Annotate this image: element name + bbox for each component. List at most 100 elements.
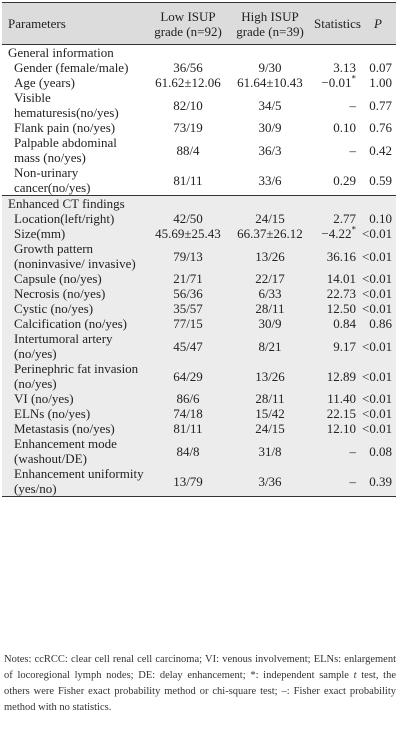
row-p-value: 0.42	[369, 142, 392, 158]
statistic-value: −0.01	[321, 75, 352, 90]
table-row: VI (no/yes) 86/6 28/11 11.40 <0.01	[2, 391, 396, 406]
section-title-row: Enhanced CT findings	[2, 195, 396, 211]
statistic-value: 0.84	[333, 316, 356, 331]
statistic-value: 36.16	[326, 248, 356, 264]
row-parameter: VI (no/yes)	[14, 391, 74, 406]
row-parameter: Enhancement mode (washout/DE)	[14, 436, 117, 466]
row-p-value: <0.01	[362, 421, 393, 436]
row-p-value: 0.86	[369, 316, 392, 331]
row-parameter: Metastasis (no/yes)	[14, 421, 115, 436]
statistic-value: 22.15	[326, 406, 356, 421]
row-statistic: 22.15	[312, 406, 360, 421]
row-parameter: Necrosis (no/yes)	[14, 286, 106, 301]
row-parameter: Cystic (no/yes)	[14, 301, 94, 316]
row-high-isup: 13/26	[255, 368, 285, 384]
row-p-value: <0.01	[362, 286, 393, 301]
row-statistic: –	[312, 466, 360, 497]
row-parameter: Capsule (no/yes)	[14, 271, 102, 286]
statistic-value: 12.89	[326, 368, 356, 384]
statistic-value: –	[349, 142, 357, 158]
row-high-isup: 3/36	[228, 466, 312, 497]
table-row: Gender (female/male) 36/56 9/30 3.13 0.07	[2, 60, 396, 75]
row-low-isup: 73/19	[173, 120, 203, 135]
row-high-isup: 13/26	[255, 248, 285, 264]
row-low-isup: 42/50	[173, 211, 203, 226]
row-low-isup: 45/47	[173, 338, 203, 354]
table-row: ELNs (no/yes) 74/18 15/42 22.15 <0.01	[2, 406, 396, 421]
row-high-isup: 34/5	[258, 97, 282, 113]
row-statistic: 2.77	[312, 211, 360, 226]
statistic-value: −4.22	[321, 226, 352, 241]
row-p-value: <0.01	[362, 301, 393, 316]
table-header: Parameters Low ISUP grade (n=92) High ISU…	[2, 2, 396, 45]
table-row: Enhancement mode (washout/DE) 84/8 31/8 –0.…	[2, 436, 396, 466]
table-row: Visible hematuresis(no/yes) 82/10 34/5 –0.7…	[2, 90, 396, 120]
table-row: Necrosis (no/yes) 56/36 6/33 22.73 <0.01	[2, 286, 396, 301]
row-parameter: Perinephric fat invasion (no/yes)	[14, 361, 139, 391]
row-p-value: 0.10	[369, 211, 392, 226]
row-parameter: ELNs (no/yes)	[14, 406, 91, 421]
row-high-isup: 30/9	[258, 316, 282, 331]
row-high-isup: 24/15	[255, 421, 285, 436]
row-parameter: Enhancement uniformity (yes/no)	[2, 466, 148, 497]
table-row: Calcification (no/yes) 77/15 30/9 0.84 0.86	[2, 316, 396, 331]
row-low-isup: 81/11	[173, 421, 203, 436]
row-p-value: 0.39	[360, 466, 396, 497]
row-high-isup: 15/42	[255, 406, 285, 421]
row-low-isup: 81/11	[173, 172, 203, 188]
row-high-isup: 30/9	[258, 120, 282, 135]
statistic-mark: *	[351, 73, 357, 84]
row-parameter: Visible hematuresis(no/yes)	[14, 90, 119, 120]
header-parameters: Parameters	[2, 2, 148, 45]
row-parameter: Location(left/right)	[14, 211, 115, 226]
statistic-value: 9.17	[333, 338, 356, 354]
row-statistic: −4.22*	[312, 224, 360, 241]
row-low-isup: 61.62±12.06	[155, 75, 221, 90]
row-p-value: <0.01	[362, 406, 393, 421]
table-row: Growth pattern (noninvasive/ invasive) 79…	[2, 241, 396, 271]
header-p: P	[360, 2, 396, 45]
row-low-isup: 36/56	[173, 60, 203, 75]
row-parameter: Intertumoral artery (no/yes)	[14, 331, 113, 361]
row-p-value: 0.59	[369, 172, 392, 188]
row-low-isup: 74/18	[173, 406, 203, 421]
row-low-isup: 82/10	[173, 97, 203, 113]
row-statistic: 0.29	[312, 165, 360, 196]
row-low-isup: 86/6	[176, 391, 200, 406]
row-p-value: <0.01	[362, 368, 393, 384]
table-row: Size(mm) 45.69±25.43 66.37±26.12 −4.22* <0.0…	[2, 224, 396, 241]
row-p-value: <0.01	[362, 248, 393, 264]
row-p-value: 0.08	[369, 443, 392, 459]
statistic-mark: *	[351, 224, 357, 235]
row-high-isup: 6/33	[258, 286, 282, 301]
row-statistic: –	[312, 135, 360, 165]
row-high-isup: 22/17	[255, 271, 285, 286]
table-row: Location(left/right) 42/50 24/15 2.77 0.10	[2, 211, 396, 226]
row-parameter: Palpable abdominal mass (no/yes)	[14, 135, 117, 165]
row-parameter: Non-urinary cancer(no/yes)	[14, 165, 91, 195]
row-p-value: 0.77	[369, 97, 392, 113]
row-p-value: <0.01	[362, 226, 393, 241]
row-statistic: 14.01	[312, 271, 360, 286]
row-statistic: –	[312, 436, 360, 466]
header-low-isup: Low ISUP grade (n=92)	[148, 2, 228, 45]
table-notes: Notes: ccRCC: clear cell renal cell carc…	[4, 654, 396, 713]
row-p-value: 0.07	[369, 60, 392, 75]
statistic-value: –	[349, 97, 357, 113]
section-general: General information Gender (female/male) 3…	[2, 44, 396, 196]
row-low-isup: 45.69±25.43	[155, 226, 221, 241]
table-row: Age (years) 61.62±12.06 61.64±10.43 −0.01* 1…	[2, 73, 396, 90]
row-high-isup: 36/3	[258, 142, 282, 158]
statistic-value: 12.10	[326, 421, 356, 436]
statistic-value: 2.77	[333, 211, 356, 226]
row-high-isup: 66.37±26.12	[237, 226, 303, 241]
row-statistic: 11.40	[312, 391, 360, 406]
table-row: Capsule (no/yes) 21/71 22/17 14.01 <0.01	[2, 271, 396, 286]
row-statistic: 9.17	[312, 331, 360, 361]
table-row: Non-urinary cancer(no/yes) 81/11 33/6 0.29 0…	[2, 165, 396, 196]
row-high-isup: 33/6	[258, 172, 282, 188]
row-low-isup: 64/29	[173, 368, 203, 384]
row-statistic: 36.16	[312, 241, 360, 271]
row-statistic: 12.50	[312, 301, 360, 316]
row-high-isup: 9/30	[258, 60, 282, 75]
